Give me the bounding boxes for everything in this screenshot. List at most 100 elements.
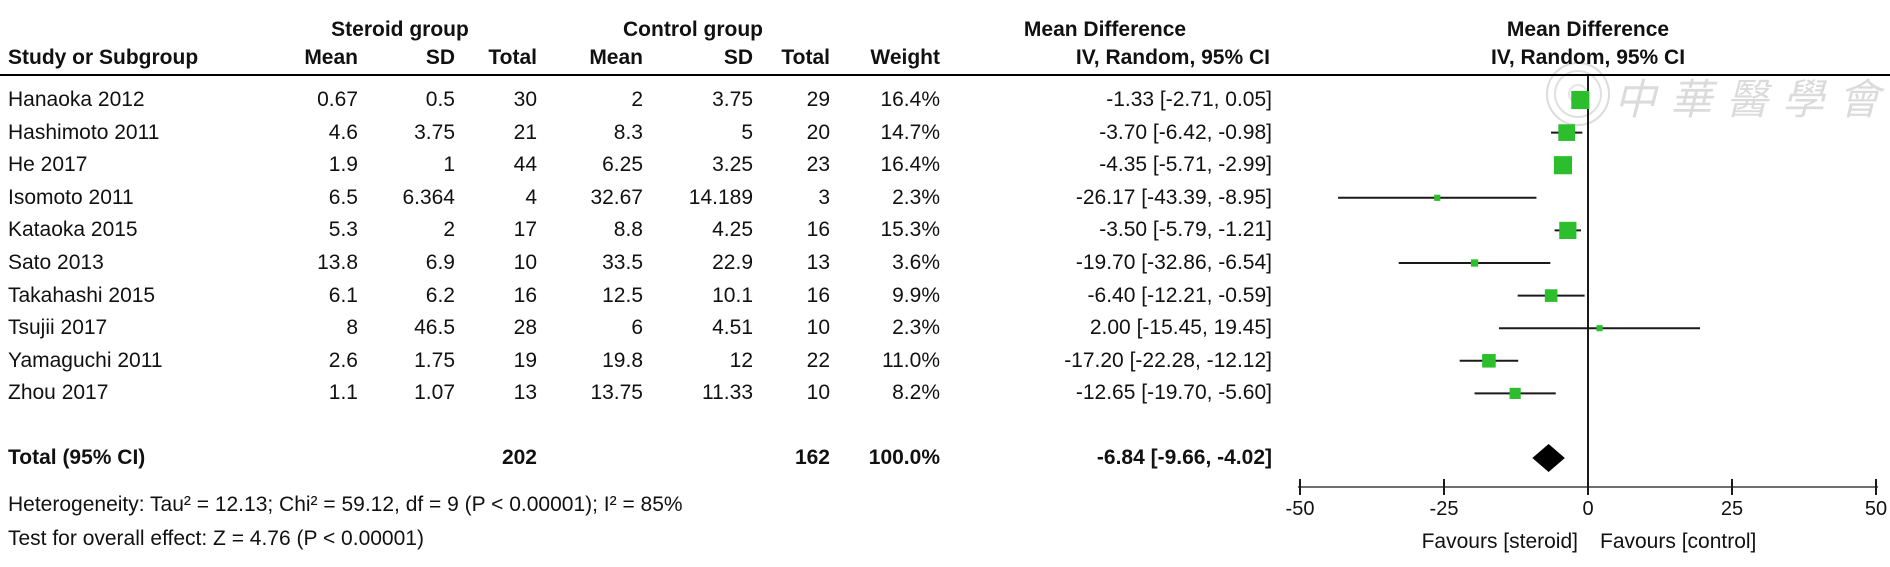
control-sd-cell: 12 xyxy=(729,348,753,372)
steroid-total-cell: 4 xyxy=(525,185,537,209)
control-sd-cell: 4.51 xyxy=(712,316,753,340)
effect-square-marker xyxy=(1596,325,1603,332)
weight-cell: 8.2% xyxy=(892,381,940,405)
ci-text-cell: -1.33 [-2.71, 0.05] xyxy=(1106,88,1272,111)
steroid-total-cell: 17 xyxy=(513,218,537,242)
steroid-total-cell: 44 xyxy=(513,153,537,177)
study-name: Isomoto 2011 xyxy=(8,185,134,209)
steroid-total-cell: 16 xyxy=(513,283,537,307)
steroid-mean-cell: 2.6 xyxy=(328,348,358,372)
group-header-steroid: Steroid group xyxy=(331,18,469,41)
steroid-sd-cell: 46.5 xyxy=(414,316,455,340)
study-name: Tsujii 2017 xyxy=(8,316,108,340)
effect-square-marker xyxy=(1553,156,1573,175)
weight-cell: 3.6% xyxy=(892,251,940,274)
steroid-mean-cell: 6.5 xyxy=(328,185,358,209)
study-name: Sato 2013 xyxy=(8,251,104,274)
control-total-cell: 3 xyxy=(818,185,830,209)
axis-tick-label: 0 xyxy=(1582,498,1594,520)
control-sd-cell: 22.9 xyxy=(712,251,753,274)
control-sd-cell: 3.25 xyxy=(712,153,753,177)
column-header-md-table: Mean Difference xyxy=(1023,18,1187,41)
steroid-sd-cell: 1.07 xyxy=(414,381,455,405)
control-total-cell: 16 xyxy=(806,218,830,242)
ci-text-cell: -3.70 [-6.42, -0.98] xyxy=(1099,120,1272,144)
effect-square-marker xyxy=(1509,387,1521,399)
steroid-sd-cell: 3.75 xyxy=(414,120,455,144)
weight-cell: 2.3% xyxy=(892,185,940,209)
steroid-sd-cell: 6.9 xyxy=(425,251,455,274)
column-header-weight: Weight xyxy=(870,46,940,69)
steroid-mean-cell: 13.8 xyxy=(317,251,358,274)
column-header-study: Study or Subgroup xyxy=(8,46,199,69)
steroid-total-cell: 30 xyxy=(513,88,537,111)
control-mean-cell: 6 xyxy=(631,316,643,340)
total-weight: 100.0% xyxy=(868,446,940,469)
total-ci-text: -6.84 [-9.66, -4.02] xyxy=(1096,446,1272,469)
steroid-sd-cell: 1 xyxy=(443,153,455,177)
column-header-mean-control: Mean xyxy=(589,46,643,69)
control-total-cell: 10 xyxy=(806,381,830,405)
steroid-total-cell: 28 xyxy=(513,316,537,340)
axis-tick-label: -25 xyxy=(1429,498,1459,520)
ci-text-cell: -4.35 [-5.71, -2.99] xyxy=(1099,153,1272,177)
control-total-cell: 10 xyxy=(806,316,830,340)
column-header-total-steroid: Total xyxy=(488,46,537,69)
column-header-mean-steroid: Mean xyxy=(304,46,358,69)
study-name: Hanaoka 2012 xyxy=(8,88,145,111)
steroid-sd-cell: 0.5 xyxy=(425,88,455,111)
total-steroid-n: 202 xyxy=(501,446,537,469)
study-name: Takahashi 2015 xyxy=(8,283,156,307)
column-header-ci-plot: IV, Random, 95% CI xyxy=(1490,46,1686,69)
ci-text-cell: -26.17 [-43.39, -8.95] xyxy=(1075,185,1272,209)
watermark-text: 中華醫學會 xyxy=(1614,76,1890,123)
control-mean-cell: 13.75 xyxy=(590,381,643,405)
heterogeneity-text: Heterogeneity: Tau² = 12.13; Chi² = 59.1… xyxy=(8,493,683,516)
steroid-mean-cell: 4.6 xyxy=(328,120,358,144)
favours-right-label: Favours [control] xyxy=(1600,530,1757,553)
total-effect-diamond xyxy=(1532,444,1565,472)
steroid-total-cell: 21 xyxy=(513,120,537,144)
weight-cell: 9.9% xyxy=(892,283,940,307)
effect-square-marker xyxy=(1544,289,1558,302)
total-row-label: Total (95% CI) xyxy=(8,446,146,469)
column-header-md-plot: Mean Difference xyxy=(1506,18,1670,41)
ci-text-cell: -6.40 [-12.21, -0.59] xyxy=(1087,283,1272,307)
control-sd-cell: 10.1 xyxy=(712,283,753,307)
steroid-sd-cell: 6.364 xyxy=(402,185,455,209)
axis-tick-label: 25 xyxy=(1720,498,1744,520)
steroid-total-cell: 10 xyxy=(513,251,537,274)
control-sd-cell: 14.189 xyxy=(688,185,753,209)
control-total-cell: 20 xyxy=(806,120,830,144)
ci-text-cell: -3.50 [-5.79, -1.21] xyxy=(1099,218,1272,242)
study-name: Zhou 2017 xyxy=(8,381,109,405)
control-total-cell: 22 xyxy=(806,348,830,372)
steroid-mean-cell: 8 xyxy=(346,316,358,340)
control-total-cell: 13 xyxy=(806,251,830,274)
study-name: Kataoka 2015 xyxy=(8,218,138,242)
steroid-mean-cell: 1.9 xyxy=(328,153,358,177)
control-sd-cell: 5 xyxy=(741,120,753,144)
axis-tick-label: -50 xyxy=(1285,498,1315,520)
steroid-mean-cell: 1.1 xyxy=(328,381,358,405)
steroid-sd-cell: 6.2 xyxy=(425,283,455,307)
steroid-sd-cell: 2 xyxy=(443,218,455,242)
control-sd-cell: 4.25 xyxy=(712,218,753,242)
effect-square-marker xyxy=(1571,90,1590,110)
control-mean-cell: 33.5 xyxy=(602,251,643,274)
control-total-cell: 16 xyxy=(806,283,830,307)
weight-cell: 2.3% xyxy=(892,316,940,340)
group-header-control: Control group xyxy=(623,18,763,41)
effect-square-marker xyxy=(1470,259,1479,267)
steroid-mean-cell: 0.67 xyxy=(317,88,358,111)
column-header-ci-table: IV, Random, 95% CI xyxy=(1075,46,1270,69)
column-header-sd-steroid: SD xyxy=(425,46,455,69)
control-sd-cell: 11.33 xyxy=(702,381,753,405)
steroid-total-cell: 19 xyxy=(513,348,537,372)
axis-tick-label: 50 xyxy=(1864,498,1888,520)
steroid-mean-cell: 6.1 xyxy=(328,283,358,307)
steroid-mean-cell: 5.3 xyxy=(328,218,358,242)
study-name: Hashimoto 2011 xyxy=(8,120,160,144)
